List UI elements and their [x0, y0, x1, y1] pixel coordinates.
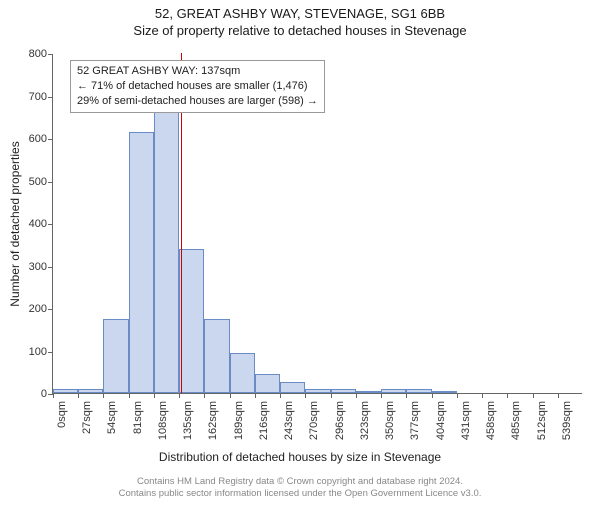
- x-tick-label: 431sqm: [460, 401, 472, 440]
- histogram-bar: [255, 374, 280, 393]
- attribution-line-1: Contains HM Land Registry data © Crown c…: [0, 476, 600, 488]
- histogram-bar: [331, 389, 356, 393]
- x-tick-label: 135sqm: [182, 401, 194, 440]
- histogram-bar: [204, 319, 229, 393]
- histogram-bar: [129, 132, 154, 393]
- x-tick-label: 81sqm: [132, 401, 144, 434]
- y-axis-label: Number of detached properties: [8, 141, 22, 306]
- x-tick-mark: [533, 393, 534, 398]
- x-tick-label: 54sqm: [106, 401, 118, 434]
- x-tick-label: 539sqm: [561, 401, 573, 440]
- x-tick-label: 243sqm: [283, 401, 295, 440]
- x-tick-label: 323sqm: [359, 401, 371, 440]
- histogram-bar: [53, 389, 78, 393]
- x-tick-mark: [482, 393, 483, 398]
- histogram-bar: [230, 353, 255, 393]
- x-tick-label: 216sqm: [258, 401, 270, 440]
- x-tick-mark: [280, 393, 281, 398]
- x-tick-label: 377sqm: [409, 401, 421, 440]
- chart-title-sub: Size of property relative to detached ho…: [0, 23, 600, 38]
- x-tick-label: 296sqm: [334, 401, 346, 440]
- x-tick-label: 485sqm: [510, 401, 522, 440]
- y-tick-mark: [48, 224, 53, 225]
- histogram-bar: [356, 391, 381, 393]
- x-tick-label: 27sqm: [81, 401, 93, 434]
- attribution-text: Contains HM Land Registry data © Crown c…: [0, 476, 600, 500]
- x-tick-mark: [179, 393, 180, 398]
- x-tick-label: 512sqm: [536, 401, 548, 440]
- x-tick-mark: [457, 393, 458, 398]
- x-tick-mark: [78, 393, 79, 398]
- y-tick-label: 100: [17, 346, 47, 358]
- histogram-bar: [406, 389, 431, 393]
- histogram-bar: [280, 382, 305, 393]
- legend-line-1: 52 GREAT ASHBY WAY: 137sqm: [77, 64, 318, 79]
- x-tick-label: 404sqm: [435, 401, 447, 440]
- histogram-bar: [432, 391, 457, 393]
- histogram-bar: [381, 389, 406, 393]
- y-tick-mark: [48, 352, 53, 353]
- y-tick-label: 700: [17, 91, 47, 103]
- x-tick-mark: [305, 393, 306, 398]
- y-tick-label: 0: [17, 388, 47, 400]
- x-tick-mark: [204, 393, 205, 398]
- x-tick-mark: [406, 393, 407, 398]
- y-tick-mark: [48, 54, 53, 55]
- x-tick-mark: [558, 393, 559, 398]
- x-tick-mark: [154, 393, 155, 398]
- x-tick-mark: [129, 393, 130, 398]
- x-tick-mark: [331, 393, 332, 398]
- x-tick-label: 189sqm: [233, 401, 245, 440]
- x-tick-mark: [432, 393, 433, 398]
- y-tick-mark: [48, 267, 53, 268]
- legend-box: 52 GREAT ASHBY WAY: 137sqm ← 71% of deta…: [70, 60, 325, 113]
- x-tick-mark: [381, 393, 382, 398]
- x-tick-label: 270sqm: [308, 401, 320, 440]
- x-tick-mark: [53, 393, 54, 398]
- legend-line-2: ← 71% of detached houses are smaller (1,…: [77, 79, 318, 94]
- histogram-bar: [154, 108, 179, 393]
- histogram-bar: [103, 319, 128, 393]
- y-tick-mark: [48, 97, 53, 98]
- y-tick-mark: [48, 139, 53, 140]
- x-tick-mark: [103, 393, 104, 398]
- x-tick-label: 458sqm: [485, 401, 497, 440]
- legend-line-3: 29% of semi-detached houses are larger (…: [77, 94, 318, 109]
- chart-title-main: 52, GREAT ASHBY WAY, STEVENAGE, SG1 6BB: [0, 6, 600, 21]
- y-tick-label: 800: [17, 48, 47, 60]
- y-tick-mark: [48, 182, 53, 183]
- x-tick-label: 0sqm: [56, 401, 68, 428]
- y-tick-mark: [48, 309, 53, 310]
- x-tick-mark: [255, 393, 256, 398]
- x-tick-label: 350sqm: [384, 401, 396, 440]
- x-tick-label: 162sqm: [207, 401, 219, 440]
- x-tick-mark: [356, 393, 357, 398]
- x-axis-label: Distribution of detached houses by size …: [0, 450, 600, 464]
- histogram-bar: [179, 249, 204, 394]
- histogram-bar: [305, 389, 330, 393]
- x-tick-mark: [507, 393, 508, 398]
- x-tick-mark: [230, 393, 231, 398]
- x-tick-label: 108sqm: [157, 401, 169, 440]
- attribution-line-2: Contains public sector information licen…: [0, 488, 600, 500]
- histogram-bar: [78, 389, 103, 393]
- chart-area: 01002003004005006007008000sqm27sqm54sqm8…: [52, 54, 582, 394]
